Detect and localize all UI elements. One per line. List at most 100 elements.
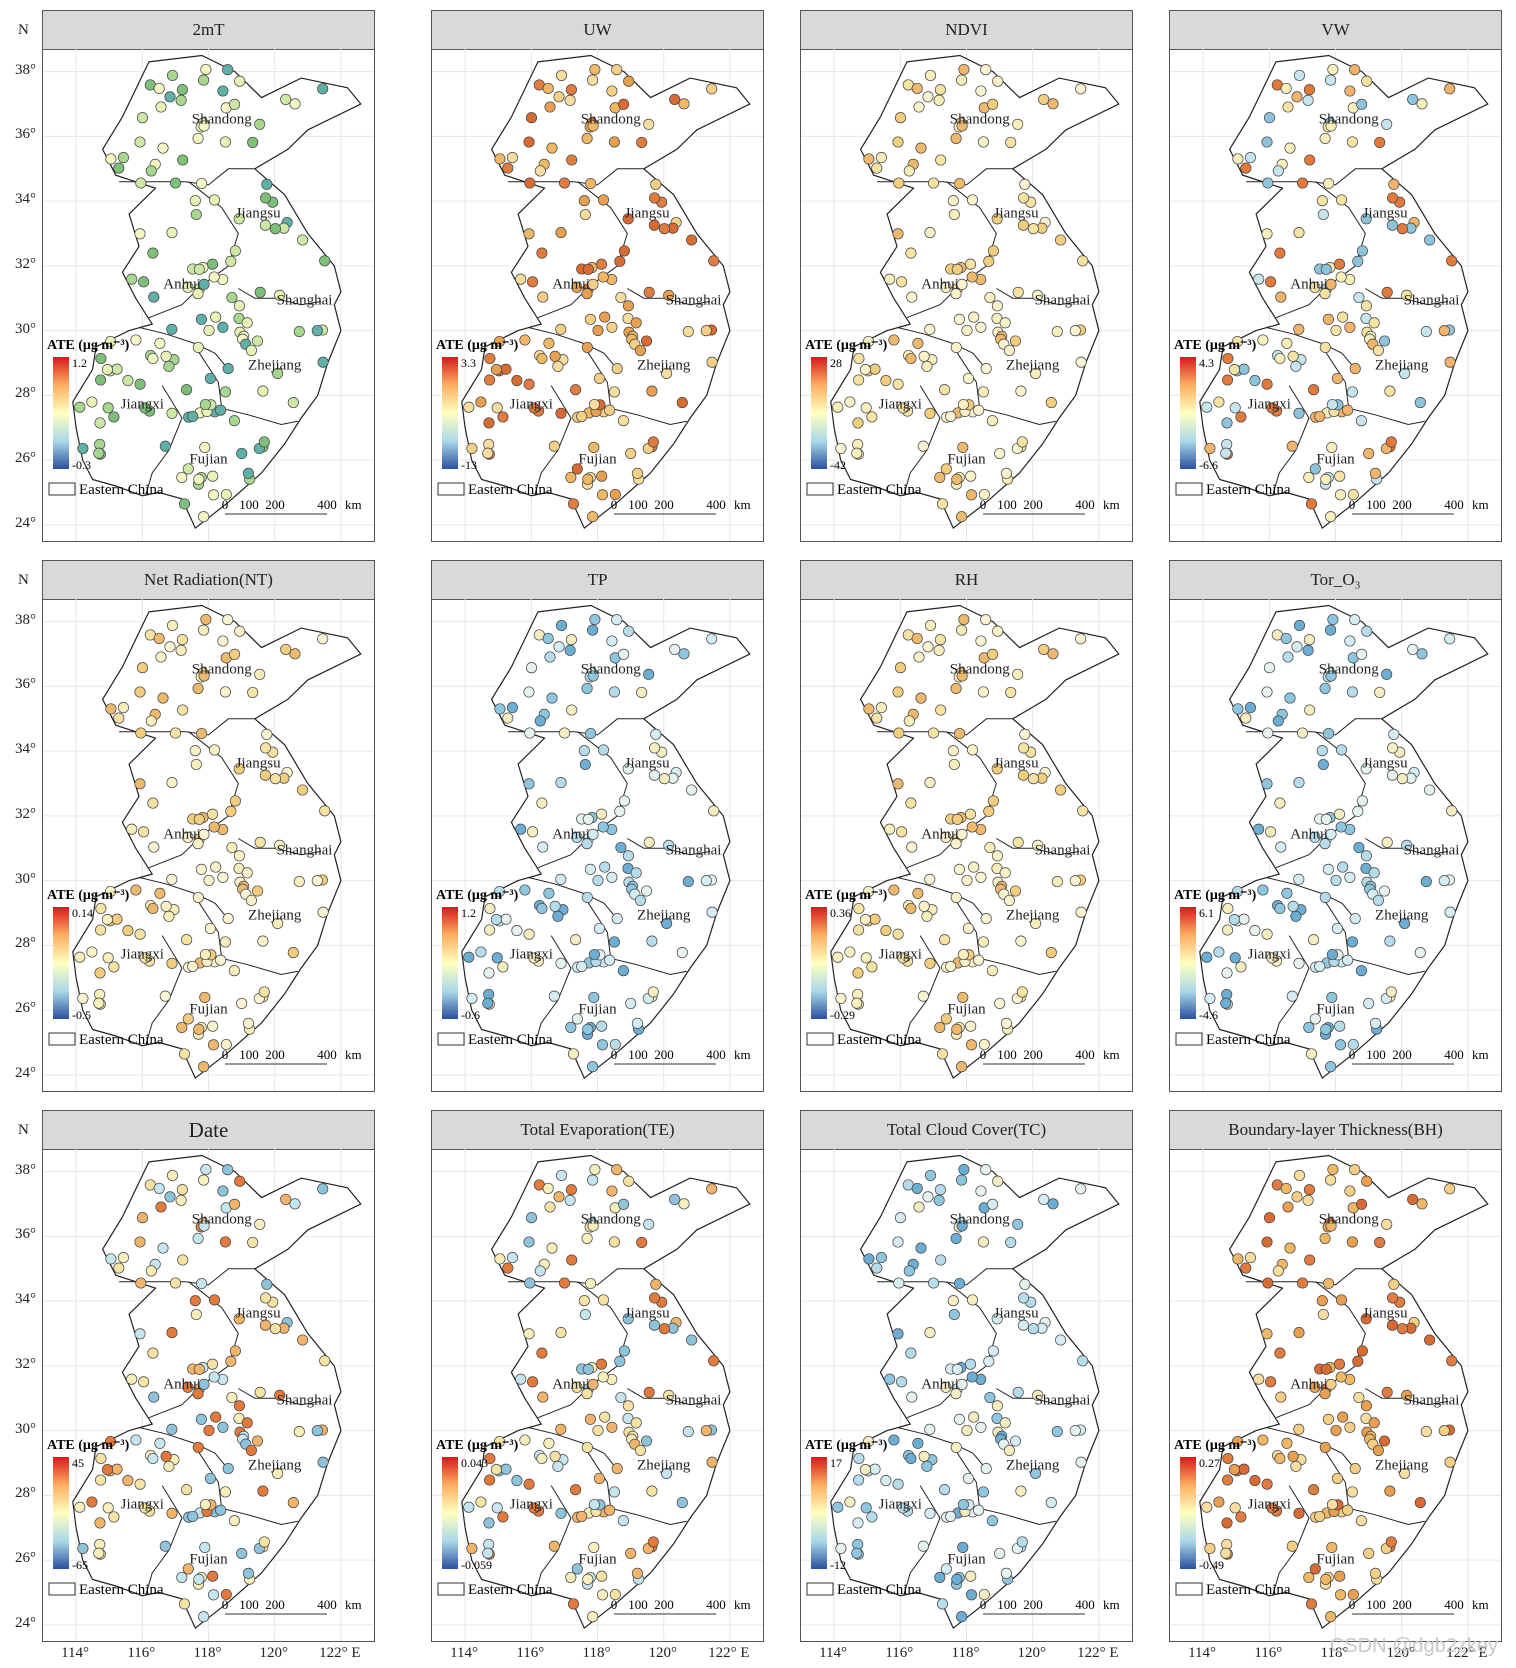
station-point xyxy=(1446,1355,1458,1367)
station-point xyxy=(686,1334,698,1346)
station-point xyxy=(945,960,957,972)
station-point xyxy=(233,1400,245,1412)
station-point xyxy=(892,778,904,790)
longitude-tick-label: 116° xyxy=(127,1645,156,1661)
station-point xyxy=(1381,836,1393,848)
station-point xyxy=(604,954,616,966)
station-point xyxy=(853,1474,865,1486)
station-point xyxy=(222,1164,234,1176)
station-point xyxy=(208,194,221,206)
station-point xyxy=(860,1502,872,1514)
station-point xyxy=(892,928,904,940)
province-label: Jiangsu xyxy=(1363,205,1409,221)
province-label: Anhui xyxy=(1290,827,1328,843)
station-point xyxy=(966,821,978,833)
longitude-tick-label: 118° xyxy=(951,1645,980,1661)
station-point xyxy=(939,1484,951,1496)
station-point xyxy=(893,1277,905,1289)
station-point xyxy=(682,876,694,888)
station-point xyxy=(134,228,146,240)
station-point xyxy=(953,863,965,875)
station-point xyxy=(961,874,973,886)
station-point xyxy=(1265,276,1277,288)
panel-title: VW xyxy=(1170,11,1501,50)
station-point xyxy=(1308,934,1320,946)
colorbar xyxy=(811,357,827,469)
station-point xyxy=(579,1308,591,1321)
station-point xyxy=(222,64,234,76)
station-point xyxy=(1000,1017,1012,1029)
station-point xyxy=(196,727,208,740)
legend-title: ATE (μg m⁻³) xyxy=(1174,1438,1257,1453)
station-point xyxy=(166,227,178,239)
station-point xyxy=(1038,643,1050,655)
station-point xyxy=(166,1507,178,1519)
station-point xyxy=(217,871,229,883)
scale-bar-label: 200 xyxy=(654,497,674,512)
station-point xyxy=(897,1502,909,1514)
station-point xyxy=(661,1467,673,1479)
station-point xyxy=(1323,1277,1335,1290)
colorbar-min: -65 xyxy=(72,1558,88,1572)
station-point xyxy=(832,401,844,413)
station-point xyxy=(924,407,936,419)
station-point xyxy=(272,367,284,379)
station-point xyxy=(912,887,924,899)
province-label: Shandong xyxy=(192,1211,253,1227)
station-point xyxy=(319,1355,331,1367)
station-point xyxy=(983,1355,995,1367)
panel-title: Date xyxy=(43,1111,374,1150)
station-point xyxy=(210,311,222,323)
map-plot: ShandongJiangsuAnhuiShanghaiZhejiangJian… xyxy=(432,1149,763,1641)
province-label: Fujian xyxy=(189,1001,228,1017)
colorbar-min: -6.6 xyxy=(1199,458,1218,472)
station-point xyxy=(581,288,593,300)
station-point xyxy=(1221,417,1233,429)
colorbar-min: -0.49 xyxy=(1199,1558,1224,1572)
station-point xyxy=(611,64,623,76)
station-point xyxy=(939,934,951,946)
region-legend-swatch xyxy=(806,1032,834,1046)
colorbar-max: 1.2 xyxy=(461,906,476,920)
station-point xyxy=(1038,93,1050,105)
scale-bar-unit: km xyxy=(1472,1597,1489,1612)
station-point xyxy=(195,1413,207,1425)
station-point xyxy=(1317,208,1329,221)
station-point xyxy=(1291,91,1303,103)
station-point xyxy=(193,263,205,275)
station-point xyxy=(986,965,998,977)
station-point xyxy=(1331,372,1343,384)
station-point xyxy=(1407,1193,1419,1205)
station-point xyxy=(233,213,245,225)
station-point xyxy=(581,1232,593,1244)
scale-bar-label: 0 xyxy=(1349,1597,1356,1612)
station-point xyxy=(164,91,176,103)
station-point xyxy=(917,990,929,1002)
station-point xyxy=(618,795,630,807)
station-point xyxy=(636,686,648,698)
station-point xyxy=(1372,894,1384,906)
region-legend-label: Eastern China xyxy=(79,1582,164,1598)
station-point xyxy=(1302,1194,1314,1206)
station-point xyxy=(1240,712,1252,724)
station-point xyxy=(287,947,299,959)
station-point xyxy=(1369,1017,1381,1029)
station-point xyxy=(951,473,963,485)
station-point xyxy=(866,411,878,423)
station-point xyxy=(964,808,977,820)
station-point xyxy=(198,278,210,290)
station-point xyxy=(1051,326,1063,338)
province-label: Fujian xyxy=(1316,451,1355,467)
station-point xyxy=(1378,885,1391,897)
station-point xyxy=(614,805,626,817)
station-point xyxy=(678,1198,690,1210)
station-point xyxy=(86,1496,98,1508)
station-point xyxy=(565,84,577,96)
station-point xyxy=(260,1292,272,1304)
colorbar-min: -0.6 xyxy=(461,1008,480,1022)
station-point xyxy=(950,838,962,850)
region-legend-label: Eastern China xyxy=(1206,482,1291,498)
station-point xyxy=(940,281,952,293)
station-point xyxy=(219,936,231,948)
station-point xyxy=(126,1373,138,1385)
